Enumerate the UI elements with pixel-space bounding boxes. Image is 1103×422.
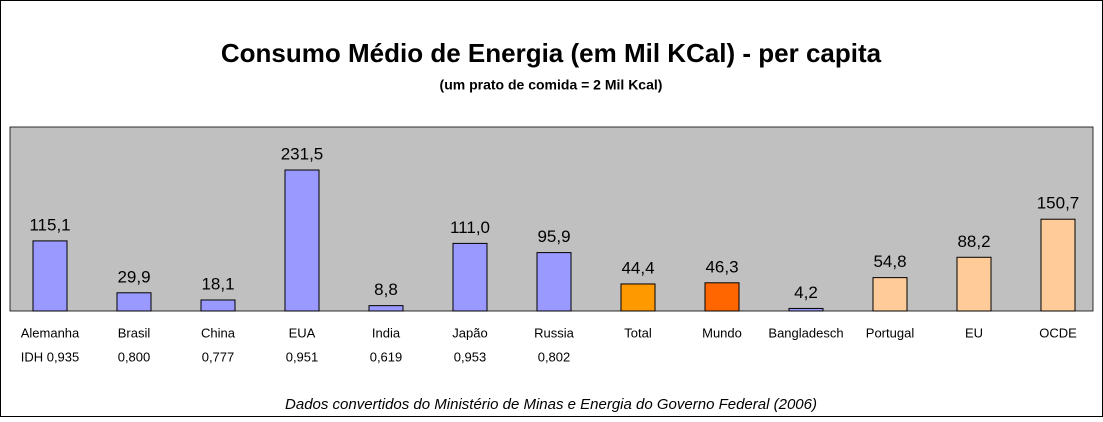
x-tick-label: Alemanha (21, 325, 80, 340)
value-label: 54,8 (873, 252, 906, 271)
bar (872, 277, 908, 312)
value-label: 231,5 (281, 145, 324, 164)
x-tick-label: Japão (452, 325, 487, 340)
value-label: 111,0 (450, 218, 490, 237)
value-label: 115,1 (29, 215, 70, 234)
idh-label: 0,777 (202, 349, 235, 364)
bar (32, 240, 68, 312)
bar (116, 292, 152, 312)
idh-label: 0,951 (286, 349, 319, 364)
bar (368, 305, 404, 312)
x-tick-label: Russia (534, 325, 575, 340)
chart-title: Consumo Médio de Energia (em Mil KCal) -… (221, 38, 882, 68)
x-tick-label: India (372, 325, 401, 340)
bar (704, 282, 740, 312)
x-tick-label: EU (965, 325, 983, 340)
bar (200, 299, 236, 312)
idh-label: 0,619 (370, 349, 403, 364)
idh-label: 0,953 (454, 349, 487, 364)
footnote: Dados convertidos do Ministério de Minas… (285, 396, 817, 413)
x-tick-label: Bangladesch (768, 325, 843, 340)
value-label: 18,1 (201, 274, 234, 293)
x-tick-label: Portugal (866, 325, 915, 340)
x-tick-label: China (201, 325, 236, 340)
bar (788, 307, 824, 312)
bar (452, 242, 488, 312)
value-label: 4,2 (794, 283, 818, 302)
x-tick-label: Total (624, 325, 652, 340)
value-label: 95,9 (537, 227, 570, 246)
bar (536, 252, 572, 312)
x-tick-label: Brasil (118, 325, 151, 340)
idh-label: 0,800 (118, 349, 151, 364)
x-tick-label: OCDE (1039, 325, 1077, 340)
value-label: 29,9 (117, 267, 150, 286)
bar (284, 169, 320, 312)
value-label: 150,7 (1037, 194, 1080, 213)
x-tick-label: Mundo (702, 325, 742, 340)
x-tick-label: EUA (289, 325, 316, 340)
bar (956, 256, 992, 312)
bar (620, 283, 656, 312)
idh-label: 0,802 (538, 349, 571, 364)
value-label: 88,2 (957, 232, 990, 251)
value-label: 46,3 (705, 257, 738, 276)
idh-label: IDH 0,935 (21, 349, 80, 364)
chart-subtitle: (um prato de comida = 2 Mil Kcal) (440, 77, 663, 93)
value-label: 44,4 (621, 258, 654, 277)
value-label: 8,8 (374, 280, 398, 299)
bar (1040, 218, 1076, 312)
